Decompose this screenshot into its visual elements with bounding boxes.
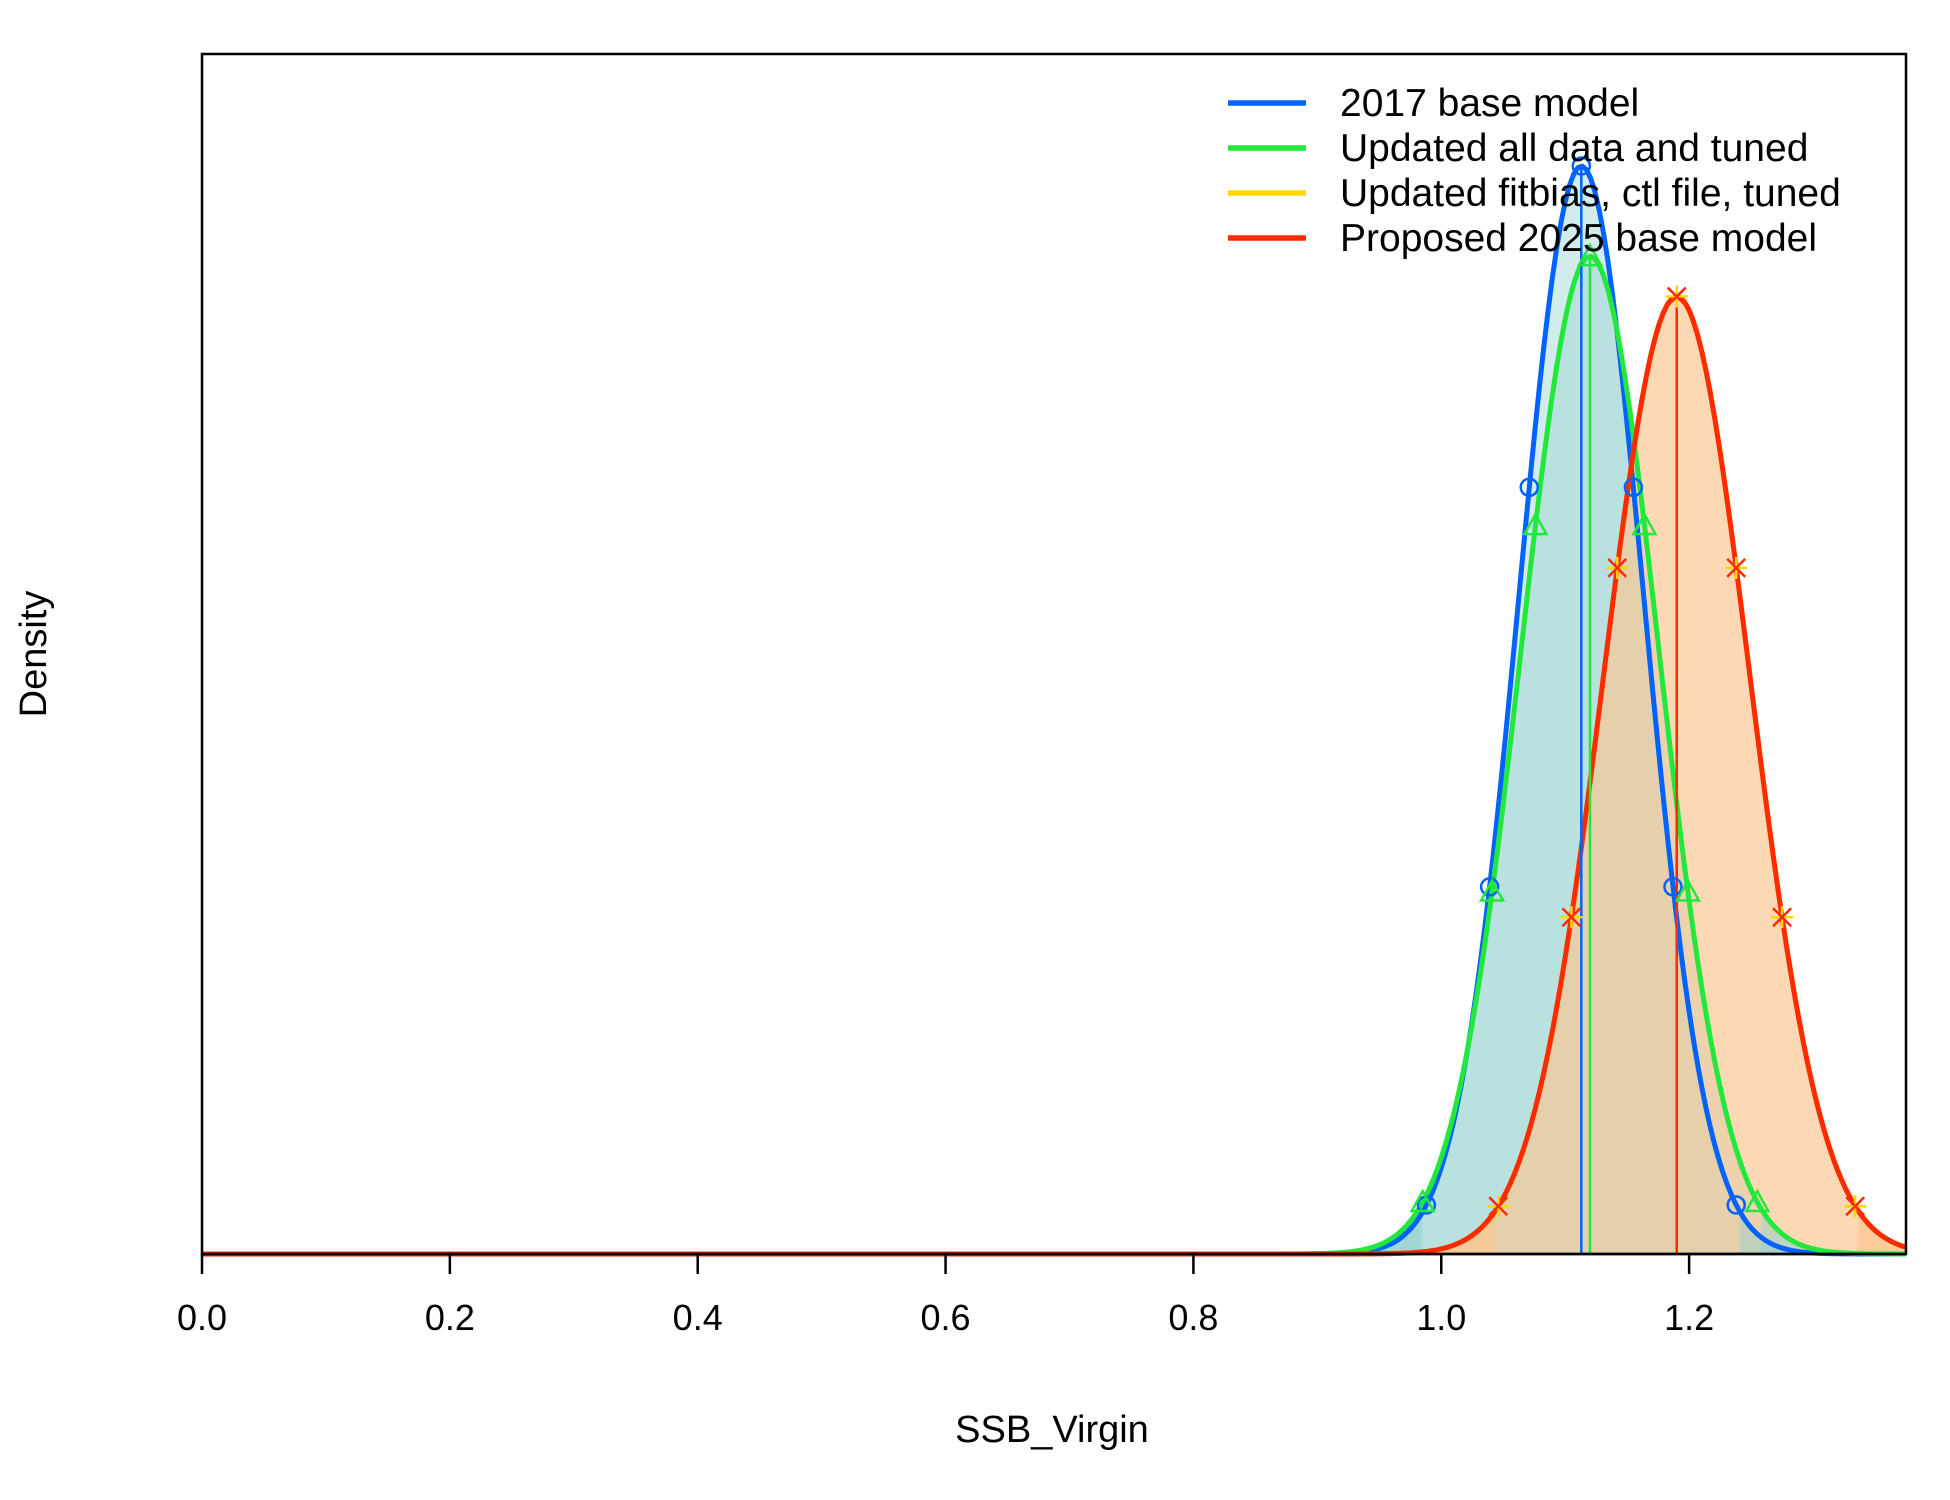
- marker-0-6: [1726, 1195, 1746, 1215]
- x-tick-label-4: 0.8: [1168, 1297, 1218, 1338]
- tail-left-2: [202, 1210, 1496, 1254]
- marker-3-6: [1845, 1196, 1866, 1217]
- y-axis-title: Density: [13, 591, 55, 718]
- marker-0-1: [1479, 877, 1500, 897]
- marker-1-6: [1744, 1188, 1771, 1213]
- area-2: [202, 296, 1906, 1254]
- marker-0-4: [1623, 477, 1644, 498]
- x-tick-label-1: 0.2: [425, 1297, 475, 1338]
- marker-1-1: [1478, 878, 1506, 902]
- x-tick-label-3: 0.6: [921, 1297, 971, 1338]
- curve-markers: [1409, 156, 1867, 1218]
- x-axis-title: SSB_Virgin: [955, 1409, 1149, 1451]
- legend-label-0: 2017 base model: [1340, 82, 1639, 125]
- area-3: [202, 296, 1906, 1254]
- marker-3-3: [1666, 286, 1687, 307]
- marker-0-5: [1663, 877, 1683, 897]
- x-tick-label-2: 0.4: [673, 1297, 723, 1338]
- x-tick-label-0: 0.0: [177, 1297, 227, 1338]
- marker-1-5: [1674, 878, 1702, 902]
- marker-3-2: [1607, 557, 1628, 578]
- x-tick-label-5: 1.0: [1416, 1297, 1466, 1338]
- marker-3-1: [1561, 907, 1582, 928]
- legend-label-3: Proposed 2025 base model: [1340, 217, 1817, 260]
- marker-3-0: [1488, 1196, 1509, 1217]
- tail-right-1: [1761, 1208, 1906, 1254]
- marker-0-3: [1571, 156, 1592, 176]
- tail-left-1: [202, 1206, 1421, 1254]
- marker-0-2: [1519, 477, 1540, 498]
- legend-label-2: Updated fitbias, ctl file, tuned: [1340, 172, 1841, 215]
- marker-1-2: [1522, 511, 1549, 536]
- marker-3-5: [1772, 907, 1792, 928]
- tail-left-3: [202, 1210, 1496, 1254]
- marker-1-3: [1576, 242, 1604, 267]
- legend-label-1: Updated all data and tuned: [1340, 127, 1808, 170]
- density-fills: [202, 166, 1906, 1254]
- marker-3-4: [1726, 557, 1747, 578]
- marker-1-4: [1631, 511, 1658, 536]
- x-tick-label-6: 1.2: [1664, 1297, 1714, 1338]
- tail-left-0: [202, 1211, 1423, 1254]
- x-axis: 0.0 0.2 0.4 0.6 0.8 1.0 1.2: [177, 1252, 1906, 1338]
- area-1: [202, 256, 1906, 1254]
- marker-1-0: [1409, 1188, 1436, 1213]
- mean-lines: [1580, 166, 1678, 1254]
- tail-right-0: [1739, 1211, 1906, 1254]
